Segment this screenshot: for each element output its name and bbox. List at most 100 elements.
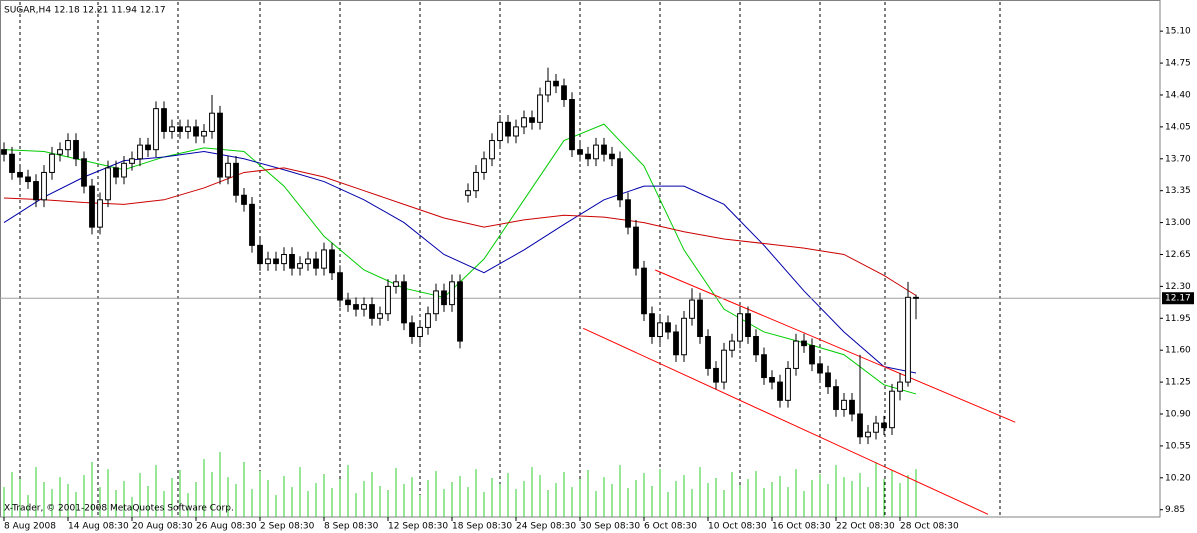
candle-body	[97, 199, 103, 228]
x-tick-label: 18 Sep 08:30	[452, 522, 512, 532]
candle-body	[57, 149, 63, 155]
candle-body	[409, 322, 415, 338]
candle-body	[849, 399, 855, 415]
candle-body	[729, 340, 735, 351]
x-tick-label: 12 Sep 08:30	[388, 522, 448, 532]
candle-body	[297, 263, 303, 269]
candle-body	[225, 162, 231, 178]
x-tick-label: 26 Aug 08:30	[196, 522, 257, 532]
candle-body	[705, 336, 711, 369]
candle-layer	[1, 67, 919, 445]
y-tick-label: 13.00	[1165, 218, 1191, 228]
candle-body	[497, 121, 503, 142]
candle-body	[577, 149, 583, 155]
candle-body	[345, 299, 351, 306]
y-tick-label: 11.95	[1165, 314, 1191, 324]
candle-body	[313, 258, 319, 269]
candle-body	[721, 349, 727, 383]
candle-body	[817, 363, 823, 374]
candle-body	[513, 126, 519, 137]
candle-body	[17, 171, 23, 178]
indicator-layer	[0, 123, 1160, 515]
candle-body	[697, 299, 703, 338]
last-price-box	[1162, 292, 1194, 305]
candle-body	[881, 422, 887, 429]
moving-average	[3, 123, 917, 395]
candle-body	[337, 272, 343, 301]
candle-body	[489, 140, 495, 160]
candle-body	[81, 158, 87, 187]
candle-body	[129, 158, 135, 164]
candle-body	[801, 340, 807, 347]
candle-body	[473, 171, 479, 192]
candle-body	[769, 377, 775, 383]
candle-body	[689, 299, 695, 319]
candle-body	[353, 304, 359, 310]
axes-layer: 15.10 14.75 14.40 14.05 13.70 13.35 13.00 12.65…	[3, 27, 1194, 532]
candle-body	[913, 296, 919, 299]
candle-body	[889, 390, 895, 429]
candle-body	[737, 313, 743, 342]
candle-body	[273, 258, 279, 265]
candle-body	[281, 253, 287, 265]
candle-body	[673, 331, 679, 356]
y-tick-label: 14.05	[1165, 122, 1191, 132]
candle-body	[521, 117, 527, 128]
candle-body	[41, 171, 47, 201]
candle-body	[393, 281, 399, 287]
candle-body	[177, 126, 183, 132]
candle-body	[321, 249, 327, 269]
candle-body	[809, 345, 815, 365]
x-tick-label: 30 Sep 08:30	[580, 522, 640, 532]
candle-body	[897, 381, 903, 392]
candle-body	[33, 181, 39, 201]
candle-body	[905, 296, 911, 383]
candle-body	[369, 304, 375, 319]
candle-body	[401, 281, 407, 324]
candle-body	[201, 130, 207, 137]
x-tick-label: 14 Aug 08:30	[68, 522, 129, 532]
y-tick-label: 10.90	[1165, 410, 1191, 420]
chart-title: SUGAR,H4 12.18 12.21 11.94 12.17	[4, 6, 166, 16]
grid	[19, 2, 1001, 517]
candle-body	[617, 158, 623, 201]
candle-body	[553, 80, 559, 87]
candle-body	[625, 199, 631, 228]
y-tick-label: 15.10	[1165, 27, 1191, 37]
volume-layer	[3, 452, 917, 517]
y-tick-label: 9.85	[1165, 505, 1185, 515]
candle-body	[545, 80, 551, 96]
candle-body	[833, 386, 839, 410]
candle-body	[449, 281, 455, 306]
candle-body	[825, 372, 831, 388]
x-tick-label: 16 Oct 08:30	[772, 522, 831, 532]
candle-body	[169, 126, 175, 132]
candle-body	[649, 313, 655, 338]
candle-body	[593, 144, 599, 160]
candle-body	[377, 313, 383, 319]
candle-body	[481, 158, 487, 173]
y-tick-label: 14.40	[1165, 90, 1191, 100]
candle-body	[113, 167, 119, 178]
candle-body	[73, 140, 79, 160]
x-tick-label: 2 Sep 08:30	[260, 522, 315, 532]
copyright-note: X-Trader, © 2001-2008 MetaQuotes Softwar…	[4, 504, 234, 514]
candle-body	[785, 367, 791, 401]
x-tick-label: 8 Aug 2008	[4, 522, 56, 532]
candle-body	[361, 304, 367, 310]
candle-body	[249, 203, 255, 246]
candle-body	[305, 258, 311, 265]
candle-body	[457, 281, 463, 342]
candle-body	[329, 249, 335, 274]
candle-body	[601, 144, 607, 155]
candle-body	[1, 149, 7, 155]
candle-body	[865, 431, 871, 438]
candle-body	[641, 267, 647, 315]
last-price-label: 12.17	[1165, 294, 1191, 304]
candle-body	[633, 226, 639, 269]
candle-body	[265, 258, 271, 265]
y-tick-label: 12.30	[1165, 282, 1191, 292]
moving-average	[3, 150, 917, 374]
candle-body	[681, 317, 687, 356]
